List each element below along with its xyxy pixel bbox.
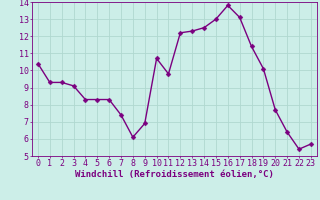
X-axis label: Windchill (Refroidissement éolien,°C): Windchill (Refroidissement éolien,°C) xyxy=(75,170,274,179)
